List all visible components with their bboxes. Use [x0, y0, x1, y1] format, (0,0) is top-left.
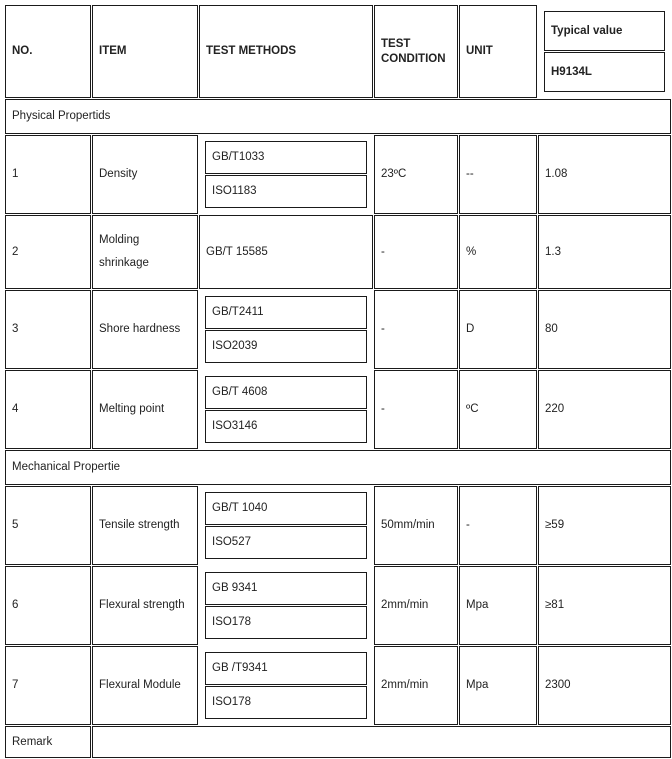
- row-method-secondary: ISO527: [205, 526, 367, 559]
- row-method-secondary: ISO178: [205, 606, 367, 639]
- row-typical-value: 1.3: [538, 215, 671, 289]
- row-method-primary: GB/T 15585: [199, 215, 373, 289]
- table-row: 1 Density GB/T1033 ISO1183 23ºC -- 1.08: [5, 135, 671, 214]
- row-number: 6: [5, 566, 91, 645]
- row-item: Melting point: [92, 370, 198, 449]
- remark-value: [92, 726, 671, 758]
- row-methods-group: GB/T1033 ISO1183: [199, 135, 373, 214]
- row-number: 5: [5, 486, 91, 565]
- row-item: Flexural strength: [92, 566, 198, 645]
- section-banner-row-physical: Physical Propertids: [5, 99, 671, 134]
- row-methods-group: GB/T2411 ISO2039: [199, 290, 373, 369]
- row-typical-value: ≥81: [538, 566, 671, 645]
- row-typical-value: 80: [538, 290, 671, 369]
- section-banner-row-mechanical: Mechanical Propertie: [5, 450, 671, 485]
- row-item: Molding shrinkage: [92, 215, 198, 289]
- row-typical-value: 2300: [538, 646, 671, 725]
- row-methods-group: GB 9341 ISO178: [199, 566, 373, 645]
- row-condition: 50mm/min: [374, 486, 458, 565]
- spec-sheet: NO. ITEM TEST METHODS TEST CONDITION UNI…: [5, 5, 671, 758]
- row-condition: -: [374, 290, 458, 369]
- row-unit: D: [459, 290, 537, 369]
- row-unit: -: [459, 486, 537, 565]
- typical-value-stack: Typical value H9134L: [544, 10, 665, 93]
- row-method-primary: GB/T1033: [205, 141, 367, 174]
- row-item: Flexural Module: [92, 646, 198, 725]
- row-unit: Mpa: [459, 646, 537, 725]
- table-row: 5 Tensile strength GB/T 1040 ISO527 50mm…: [5, 486, 671, 565]
- section-title-mechanical: Mechanical Propertie: [5, 450, 671, 485]
- row-unit: %: [459, 215, 537, 289]
- row-methods-group: GB/T 4608 ISO3146: [199, 370, 373, 449]
- specification-table: NO. ITEM TEST METHODS TEST CONDITION UNI…: [4, 4, 672, 759]
- product-code-header: H9134L: [544, 52, 665, 92]
- row-method-primary: GB/T2411: [205, 296, 367, 329]
- row-typical-value: ≥59: [538, 486, 671, 565]
- row-methods-group: GB /T9341 ISO178: [199, 646, 373, 725]
- row-methods-group: GB/T 1040 ISO527: [199, 486, 373, 565]
- column-header-item: ITEM: [92, 5, 198, 98]
- row-condition: -: [374, 215, 458, 289]
- remark-label: Remark: [5, 726, 91, 758]
- column-header-typical-value: Typical value: [544, 11, 665, 51]
- section-title-physical: Physical Propertids: [5, 99, 671, 134]
- column-header-no: NO.: [5, 5, 91, 98]
- column-header-test-methods: TEST METHODS: [199, 5, 373, 98]
- row-unit: Mpa: [459, 566, 537, 645]
- row-method-primary: GB /T9341: [205, 652, 367, 685]
- row-item: Shore hardness: [92, 290, 198, 369]
- row-item: Density: [92, 135, 198, 214]
- row-unit: ºC: [459, 370, 537, 449]
- table-row: 7 Flexural Module GB /T9341 ISO178 2mm/m…: [5, 646, 671, 725]
- row-item-line2: shrinkage: [99, 257, 149, 269]
- row-number: 1: [5, 135, 91, 214]
- row-number: 3: [5, 290, 91, 369]
- row-method-secondary: ISO3146: [205, 410, 367, 443]
- column-header-unit: UNIT: [459, 5, 537, 98]
- row-method-primary: GB 9341: [205, 572, 367, 605]
- row-method-primary: GB/T 4608: [205, 376, 367, 409]
- row-condition: 2mm/min: [374, 566, 458, 645]
- row-item-line1: Molding: [99, 234, 140, 246]
- table-row: 3 Shore hardness GB/T2411 ISO2039 - D 80: [5, 290, 671, 369]
- row-typical-value: 1.08: [538, 135, 671, 214]
- row-condition: -: [374, 370, 458, 449]
- column-header-test-condition: TEST CONDITION: [374, 5, 458, 98]
- table-row: 6 Flexural strength GB 9341 ISO178 2mm/m…: [5, 566, 671, 645]
- row-number: 7: [5, 646, 91, 725]
- column-header-typical-value-group: Typical value H9134L: [538, 5, 671, 98]
- remark-row: Remark: [5, 726, 671, 758]
- row-unit: --: [459, 135, 537, 214]
- row-item: Tensile strength: [92, 486, 198, 565]
- table-header-row: NO. ITEM TEST METHODS TEST CONDITION UNI…: [5, 5, 671, 98]
- row-method-secondary: ISO2039: [205, 330, 367, 363]
- row-number: 2: [5, 215, 91, 289]
- row-method-primary: GB/T 1040: [205, 492, 367, 525]
- row-method-secondary: ISO1183: [205, 175, 367, 208]
- row-condition: 2mm/min: [374, 646, 458, 725]
- row-condition: 23ºC: [374, 135, 458, 214]
- row-number: 4: [5, 370, 91, 449]
- table-row: 4 Melting point GB/T 4608 ISO3146 - ºC 2…: [5, 370, 671, 449]
- row-method-secondary: ISO178: [205, 686, 367, 719]
- table-row: 2 Molding shrinkage GB/T 15585 - % 1.3: [5, 215, 671, 289]
- row-typical-value: 220: [538, 370, 671, 449]
